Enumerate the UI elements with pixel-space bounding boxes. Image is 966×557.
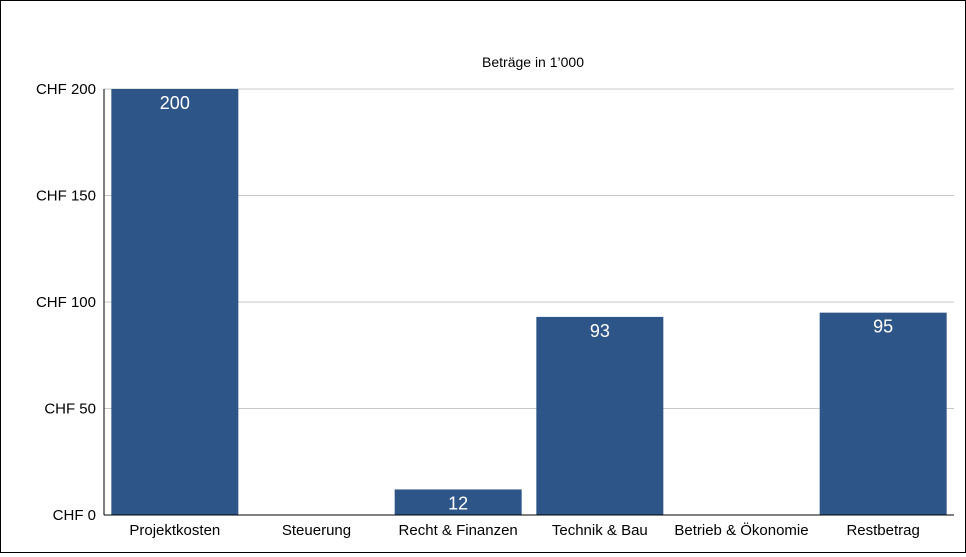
x-tick-label: Restbetrag <box>846 522 919 539</box>
x-tick-label: Projektkosten <box>129 522 220 539</box>
y-tick-label: CHF 100 <box>36 294 96 311</box>
chart-title: Beträge in 1’000 <box>482 54 584 70</box>
data-label: 93 <box>590 321 610 341</box>
bar <box>536 316 664 515</box>
bar <box>819 312 947 515</box>
y-tick-label: CHF 200 <box>36 81 96 98</box>
bar <box>111 89 239 515</box>
labels: CHF 0 CHF 50 CHF 100 CHF 150 CHF 200 200 Proje… <box>36 81 920 539</box>
data-label: 95 <box>873 317 893 337</box>
x-tick-label: Recht & Finanzen <box>399 522 518 539</box>
x-tick-label: Technik & Bau <box>552 522 648 539</box>
y-tick-label: CHF 50 <box>44 401 96 418</box>
data-label: 200 <box>160 93 190 113</box>
bar <box>394 489 522 515</box>
data-label: 12 <box>448 493 468 513</box>
x-tick-label: Steuerung <box>282 522 351 539</box>
y-tick-label: CHF 150 <box>36 188 96 205</box>
axes <box>103 89 954 516</box>
bars <box>111 89 947 515</box>
x-tick-label: Betrieb & Ökonomie <box>674 521 808 539</box>
grid-lines <box>104 88 954 409</box>
y-tick-label: CHF 0 <box>53 507 96 524</box>
